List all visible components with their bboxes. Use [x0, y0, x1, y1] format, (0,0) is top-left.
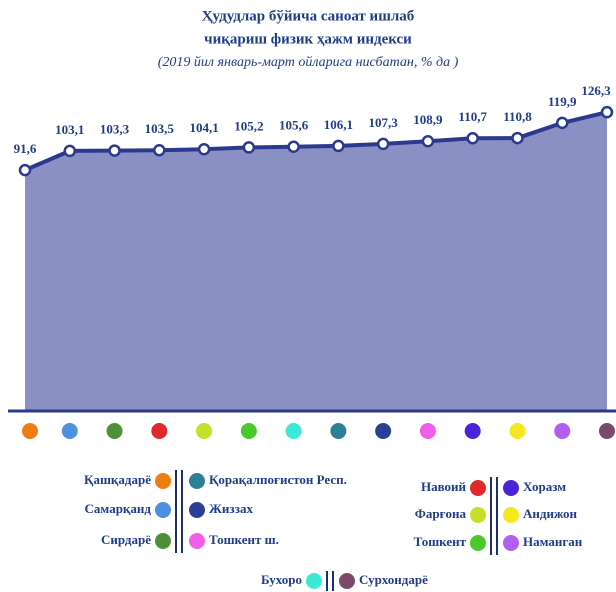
- x-tick-dot: [196, 423, 213, 439]
- value-label: 110,7: [458, 109, 487, 124]
- value-label: 103,1: [55, 122, 84, 137]
- value-label: 91,6: [14, 141, 37, 156]
- marker: [421, 134, 435, 148]
- area: [25, 112, 607, 410]
- legend-dot: [339, 573, 355, 589]
- value-label: 108,9: [413, 112, 443, 127]
- legend-label: Жиззах: [209, 501, 253, 516]
- marker: [153, 144, 166, 157]
- value-label: 103,5: [145, 121, 175, 136]
- legend-dot: [189, 502, 205, 518]
- x-tick-dot: [330, 423, 347, 439]
- legend-dot: [503, 507, 519, 523]
- value-label: 107,3: [369, 115, 399, 130]
- legend-label: Самарқанд: [85, 501, 152, 516]
- marker: [108, 144, 121, 157]
- value-label: 106,1: [324, 117, 353, 132]
- legend-dot: [503, 480, 519, 496]
- x-tick-dot: [240, 423, 257, 439]
- x-tick-dot: [151, 423, 168, 439]
- legend-dot: [155, 473, 171, 489]
- marker: [555, 116, 569, 130]
- legend-label: Тошкент ш.: [209, 532, 279, 547]
- legend-dot: [155, 502, 171, 518]
- legend-dot: [189, 533, 205, 549]
- legend-label: Сурхондарё: [359, 572, 428, 587]
- x-tick-dot: [554, 423, 571, 439]
- line: [24, 110, 608, 172]
- x-tick-dot: [419, 423, 436, 439]
- legend-label: Бухоро: [261, 572, 302, 587]
- legend-dot: [470, 535, 486, 551]
- legend-dot: [503, 535, 519, 551]
- x-tick-dot: [22, 423, 38, 439]
- legend-separators: [175, 470, 498, 591]
- x-tick-dot: [106, 423, 123, 439]
- legend-label: Қашқадарё: [84, 472, 151, 487]
- legend-label: Андижон: [523, 506, 578, 521]
- x-tick-dot: [509, 423, 526, 439]
- legend-label: Қорақалпоғистон Респ.: [209, 472, 347, 487]
- legend-label: Тошкент: [414, 534, 467, 549]
- legend-dot: [470, 507, 486, 523]
- marker: [63, 144, 77, 158]
- marker: [332, 139, 345, 153]
- marker: [376, 137, 390, 151]
- legend-dot: [470, 480, 486, 496]
- chart-title: чиқариш физик ҳажм индекси: [204, 31, 412, 47]
- marker: [600, 105, 614, 119]
- marker: [511, 131, 524, 145]
- chart-subtitle: (2019 йил январь-март ойларига нисбатан,…: [158, 55, 459, 70]
- x-tick-dot: [285, 423, 302, 439]
- x-tick-dot: [599, 423, 615, 439]
- value-label: 119,9: [548, 94, 577, 109]
- value-label: 103,3: [100, 122, 130, 137]
- legend-label: Хоразм: [523, 479, 566, 494]
- value-label: 105,6: [279, 118, 309, 133]
- legend-label: Навоий: [421, 479, 467, 494]
- value-label: 110,8: [503, 109, 532, 124]
- x-tick-dot: [61, 423, 78, 439]
- legend-label: Сирдарё: [101, 532, 151, 547]
- chart-title: Ҳудудлар бўйича саноат ишлаб: [202, 8, 415, 24]
- value-label: 126,3: [581, 83, 611, 98]
- marker: [466, 131, 479, 145]
- legend-dot: [189, 473, 205, 489]
- marker: [287, 140, 300, 154]
- value-label: 105,2: [234, 118, 263, 133]
- marker: [18, 163, 32, 177]
- legend-dot: [306, 573, 322, 589]
- x-tick-dot: [464, 423, 481, 439]
- legend-dot: [155, 533, 171, 549]
- value-label: 104,1: [189, 120, 218, 135]
- marker: [197, 143, 211, 156]
- x-tick-dot: [375, 423, 392, 439]
- marker: [242, 141, 256, 154]
- legend-label: Фарғона: [415, 506, 467, 521]
- legend-label: Наманган: [523, 534, 583, 549]
